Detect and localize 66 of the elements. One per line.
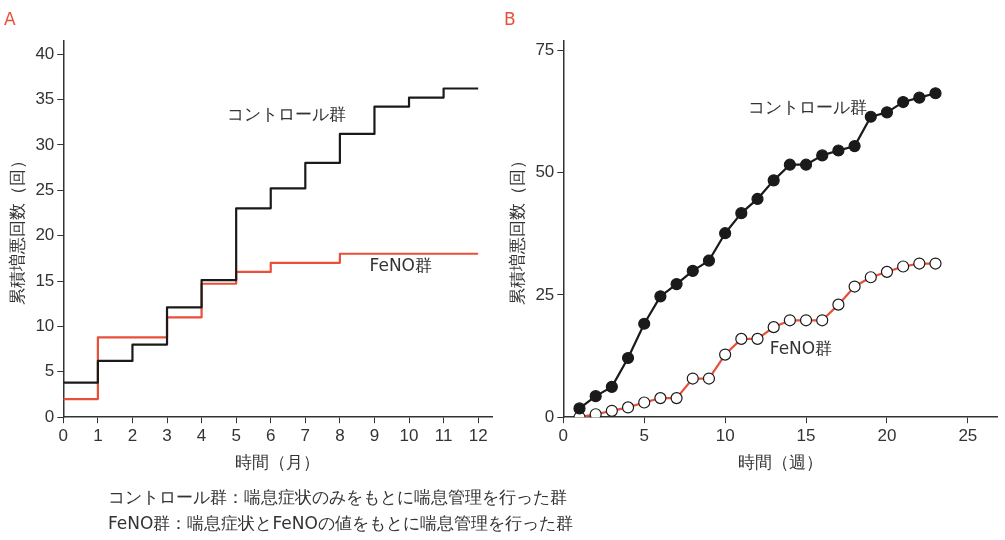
- point: [897, 95, 910, 109]
- series-label: FeNO群: [769, 337, 833, 358]
- x-tick-label: 0: [558, 426, 569, 446]
- point: [573, 402, 586, 415]
- x-tick-label: 3: [162, 426, 172, 446]
- text: FeNO群：喘息症状とFeNOの値をもとに喘息管理を行った群: [108, 512, 573, 535]
- chart-title: B: [504, 8, 516, 29]
- series-label: コントロール群: [227, 104, 347, 125]
- point: [913, 91, 926, 104]
- y-tick-label: 30: [35, 134, 55, 154]
- y-tick-label: 75: [535, 39, 555, 59]
- x-tick-label: 5: [639, 426, 649, 446]
- x-axis-title: 時間（週）: [737, 453, 823, 473]
- point: [654, 290, 667, 303]
- point: [686, 264, 699, 277]
- y-tick-label: 35: [35, 89, 55, 109]
- point: [589, 390, 602, 403]
- x-tick-label: 5: [231, 426, 241, 446]
- point: [751, 192, 764, 206]
- point: [799, 158, 813, 171]
- y-axis-title: 累積増悪回数（回）: [507, 152, 527, 306]
- y-axis-title: 累積増悪回数（回）: [7, 152, 27, 306]
- x-tick-label: 25: [958, 426, 978, 446]
- series-label: FeNO群: [369, 254, 432, 275]
- point: [735, 207, 748, 220]
- x-tick-label: 1: [93, 426, 103, 446]
- y-tick-label: 25: [35, 179, 55, 199]
- y-tick-label: 15: [35, 270, 55, 290]
- point: [848, 140, 861, 153]
- x-tick-label: 4: [196, 426, 207, 446]
- y-tick-label: 0: [44, 406, 55, 426]
- point: [621, 351, 635, 365]
- point: [719, 227, 732, 240]
- point: [816, 149, 829, 162]
- point: [638, 317, 651, 330]
- y-tick-label: 20: [35, 225, 55, 245]
- x-tick-label: 8: [335, 426, 345, 446]
- y-tick-label: 0: [544, 406, 555, 426]
- point: [880, 106, 894, 119]
- x-tick-label: 12: [468, 426, 488, 446]
- x-tick-label: 9: [369, 426, 380, 446]
- x-tick-label: 11: [434, 426, 453, 446]
- point: [702, 254, 716, 267]
- x-tick-label: 2: [127, 426, 138, 446]
- x-tick-label: 15: [796, 426, 816, 446]
- y-tick-label: 40: [35, 43, 55, 63]
- y-tick-label: 5: [44, 361, 55, 381]
- text: コントロール群：喘息症状のみをもとに喘息管理を行った群: [108, 486, 568, 509]
- point: [832, 144, 845, 157]
- x-tick-label: 0: [58, 426, 69, 446]
- chart-title: A: [4, 8, 16, 29]
- y-tick-label: 25: [535, 284, 555, 304]
- x-tick-label: 6: [266, 426, 276, 446]
- point: [929, 87, 942, 100]
- point: [783, 158, 796, 171]
- point: [767, 174, 780, 187]
- point: [605, 380, 618, 393]
- y-tick-label: 50: [535, 162, 555, 182]
- series-label: コントロール群: [747, 96, 867, 117]
- point: [670, 278, 683, 291]
- x-axis-title: 時間（月）: [235, 453, 321, 473]
- y-tick-label: 10: [35, 316, 55, 336]
- x-tick-label: 10: [715, 426, 735, 446]
- x-tick-label: 7: [300, 426, 311, 446]
- x-tick-label: 20: [877, 426, 897, 446]
- x-tick-label: 10: [399, 426, 419, 446]
